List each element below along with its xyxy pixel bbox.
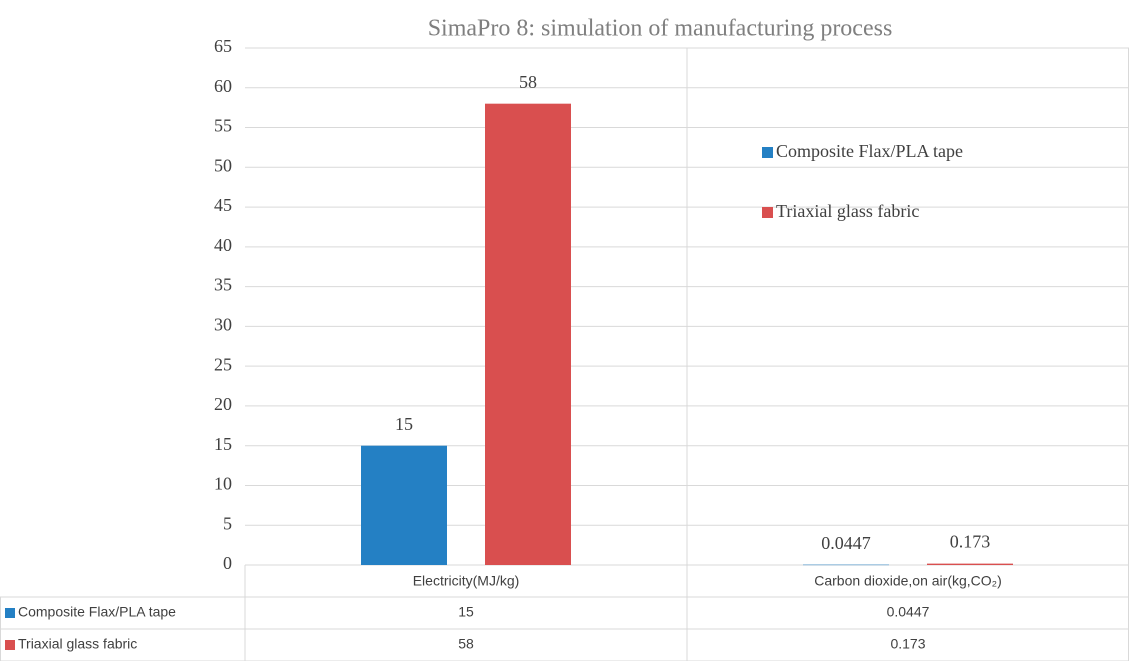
table-row-label: Composite Flax/PLA tape: [18, 604, 176, 620]
legend-swatch: [762, 207, 773, 218]
legend-label: Triaxial glass fabric: [776, 201, 919, 221]
y-tick-label: 15: [214, 434, 232, 454]
y-tick-label: 45: [214, 195, 232, 215]
y-tick-label: 10: [214, 474, 232, 494]
table-legend-swatch: [5, 640, 15, 650]
y-tick-label: 40: [214, 235, 232, 255]
table-cell: 58: [458, 636, 474, 652]
table-cell: 0.173: [890, 636, 925, 652]
y-tick-label: 50: [214, 155, 232, 175]
table-legend-swatch: [5, 608, 15, 618]
table-cell: 0.0447: [887, 604, 930, 620]
y-tick-label: 60: [214, 76, 232, 96]
y-tick-label: 30: [214, 315, 232, 335]
y-tick-label: 25: [214, 354, 232, 374]
table-row-label: Triaxial glass fabric: [18, 636, 137, 652]
legend-swatch: [762, 147, 773, 158]
data-label: 0.0447: [821, 533, 871, 553]
chart-title: SimaPro 8: simulation of manufacturing p…: [428, 16, 893, 42]
y-tick-label: 20: [214, 394, 232, 414]
bar: [927, 563, 1013, 565]
data-label: 0.173: [950, 532, 991, 552]
x-tick-label: Carbon dioxide,on air(kg,CO₂): [814, 573, 1002, 589]
y-tick-label: 65: [214, 36, 232, 56]
bar: [803, 564, 889, 566]
y-tick-label: 0: [223, 553, 232, 573]
bar: [485, 103, 571, 565]
y-tick-label: 55: [214, 116, 232, 136]
legend-label: Composite Flax/PLA tape: [776, 141, 963, 161]
data-label: 15: [395, 414, 413, 434]
y-tick-label: 35: [214, 275, 232, 295]
bar: [361, 445, 447, 565]
table-cell: 15: [458, 604, 474, 620]
y-tick-label: 5: [223, 513, 232, 533]
x-tick-label: Electricity(MJ/kg): [413, 573, 520, 589]
data-label: 58: [519, 72, 537, 92]
